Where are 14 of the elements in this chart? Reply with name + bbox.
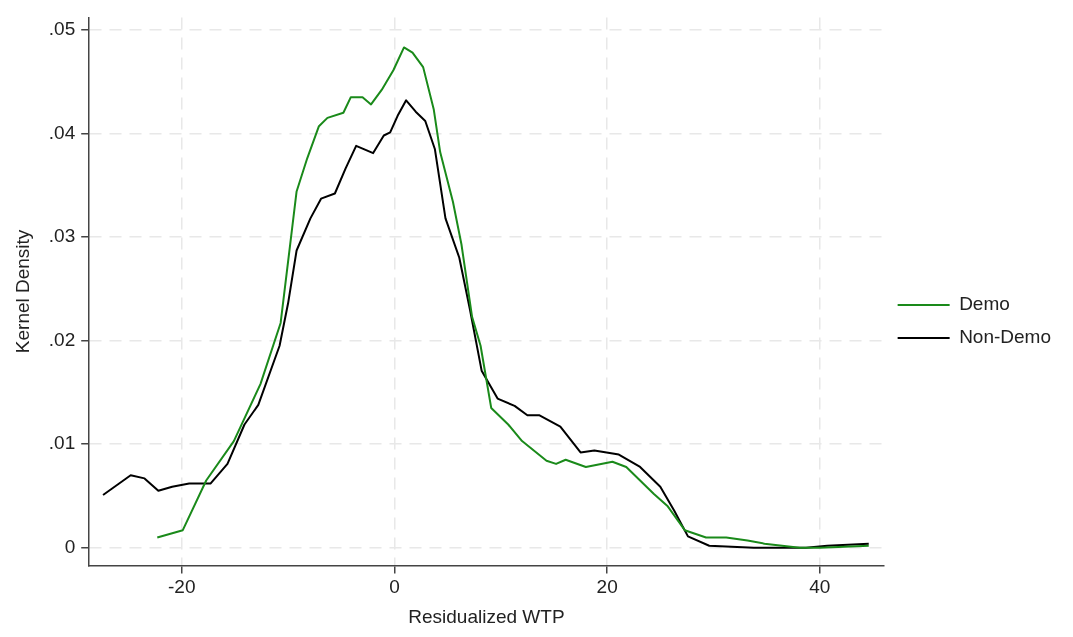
y-tick-label: .05: [48, 18, 76, 40]
legend-label: Non-Demo: [959, 326, 1052, 348]
legend-label: Demo: [959, 293, 1010, 315]
y-tick-label: .02: [48, 328, 76, 350]
x-tick-label: 20: [596, 576, 618, 598]
y-tick-label: .03: [48, 225, 76, 247]
x-tick-label: -20: [168, 576, 196, 598]
x-tick-label: 0: [389, 576, 400, 598]
y-tick-label: 0: [64, 536, 76, 558]
y-axis-title: Kernel Density: [11, 229, 33, 354]
x-tick-label: 40: [809, 576, 831, 598]
y-tick-label: .01: [48, 432, 76, 454]
x-axis-title: Residualized WTP: [408, 605, 565, 627]
y-tick-label: .04: [48, 121, 76, 143]
